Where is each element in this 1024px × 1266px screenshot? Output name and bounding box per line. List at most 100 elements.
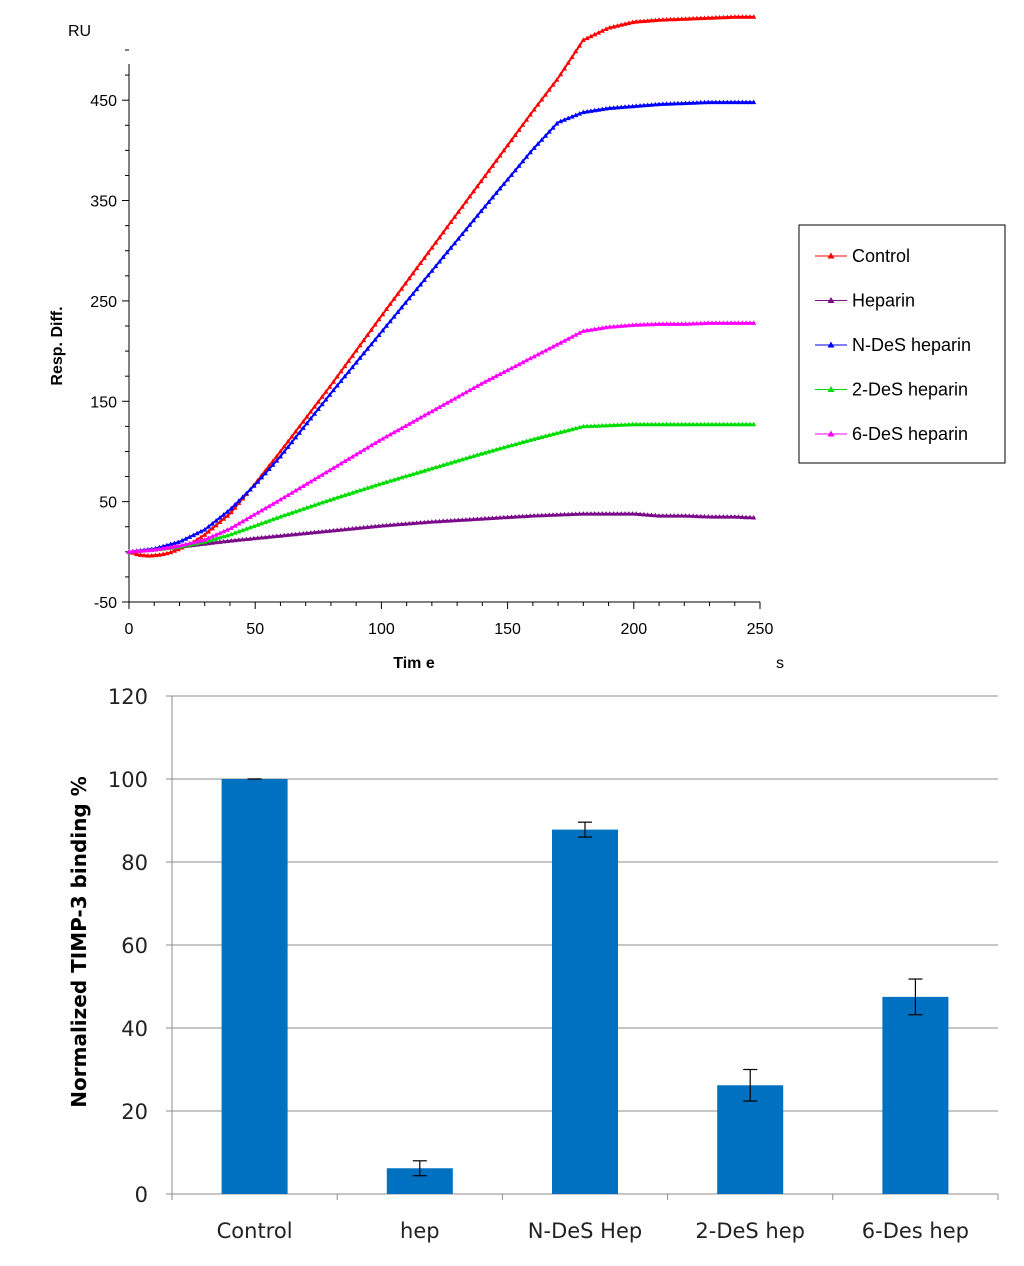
data-point — [224, 538, 230, 543]
data-point — [550, 82, 556, 87]
data-point — [395, 476, 401, 481]
data-point — [569, 54, 575, 59]
data-point — [425, 410, 431, 416]
bar-n-des-hep — [552, 829, 618, 1194]
data-point — [698, 320, 704, 326]
data-point — [656, 421, 662, 427]
data-point — [641, 102, 647, 108]
data-point — [361, 350, 367, 356]
y-tick-label: 50 — [99, 495, 117, 512]
data-point — [637, 18, 643, 24]
data-point — [364, 346, 371, 351]
data-point — [433, 240, 439, 245]
data-point — [395, 427, 401, 433]
data-point — [221, 528, 227, 534]
data-point — [232, 537, 238, 543]
data-point — [300, 530, 306, 536]
data-point — [709, 320, 715, 325]
data-point — [580, 511, 586, 516]
data-point — [652, 101, 658, 107]
data-point — [293, 509, 299, 514]
data-point — [580, 328, 586, 333]
data-point — [417, 260, 424, 265]
data-point — [421, 468, 427, 473]
data-point — [452, 240, 458, 246]
data-point — [364, 332, 371, 337]
data-point — [694, 100, 700, 105]
data-point — [243, 490, 249, 496]
data-point — [149, 553, 155, 558]
data-point — [486, 199, 492, 204]
data-point — [516, 361, 522, 367]
data-point — [588, 33, 594, 39]
data-point — [338, 368, 344, 374]
data-point — [735, 99, 742, 105]
data-point — [209, 540, 215, 545]
data-point — [607, 324, 613, 329]
data-point — [603, 26, 609, 31]
data-point — [402, 423, 408, 428]
data-point — [720, 99, 726, 105]
data-point — [493, 190, 499, 195]
data-point — [701, 320, 708, 326]
data-point — [686, 16, 692, 21]
data-point — [187, 540, 193, 546]
data-point — [357, 487, 363, 493]
y-tick-label: 40 — [121, 1017, 148, 1041]
data-point — [539, 512, 545, 518]
data-point — [213, 532, 219, 537]
data-point — [467, 222, 473, 227]
data-point — [376, 438, 382, 443]
data-point — [690, 513, 696, 518]
data-point — [448, 219, 454, 224]
data-point — [542, 348, 549, 353]
data-point — [467, 387, 473, 393]
data-point — [584, 327, 590, 333]
data-point — [607, 422, 613, 428]
data-point — [626, 104, 632, 109]
data-point — [319, 401, 325, 407]
data-point — [228, 538, 234, 543]
data-point — [698, 421, 704, 427]
data-point — [542, 92, 549, 97]
data-point — [671, 421, 677, 427]
data-point — [387, 522, 393, 527]
data-point — [663, 513, 670, 518]
data-point — [240, 536, 246, 542]
data-point — [141, 552, 147, 558]
data-point — [289, 434, 295, 439]
data-point — [497, 371, 503, 376]
data-point — [270, 533, 276, 539]
data-point — [747, 421, 753, 427]
data-point — [338, 378, 344, 383]
data-point — [376, 481, 382, 487]
data-point — [349, 454, 355, 459]
data-point — [694, 421, 700, 427]
data-point — [243, 526, 249, 531]
data-point — [372, 483, 378, 488]
data-point — [387, 431, 393, 437]
data-point — [289, 532, 295, 537]
data-point — [213, 518, 219, 523]
data-point — [648, 421, 655, 427]
data-point — [440, 229, 446, 235]
data-point — [391, 314, 397, 319]
data-point — [747, 320, 753, 325]
data-point — [724, 421, 730, 427]
y-tick-label: 20 — [121, 1100, 148, 1124]
data-point — [599, 423, 605, 428]
data-point — [429, 268, 435, 273]
data-point — [539, 97, 545, 102]
data-point — [679, 513, 685, 518]
data-point — [334, 495, 340, 500]
data-point — [671, 321, 677, 326]
data-point — [546, 346, 552, 351]
data-point — [342, 373, 348, 379]
data-point — [641, 322, 647, 327]
data-point — [296, 424, 302, 429]
data-point — [527, 149, 533, 155]
data-point — [296, 485, 302, 491]
data-point — [440, 254, 446, 259]
data-point — [508, 137, 514, 143]
data-point — [221, 516, 227, 521]
